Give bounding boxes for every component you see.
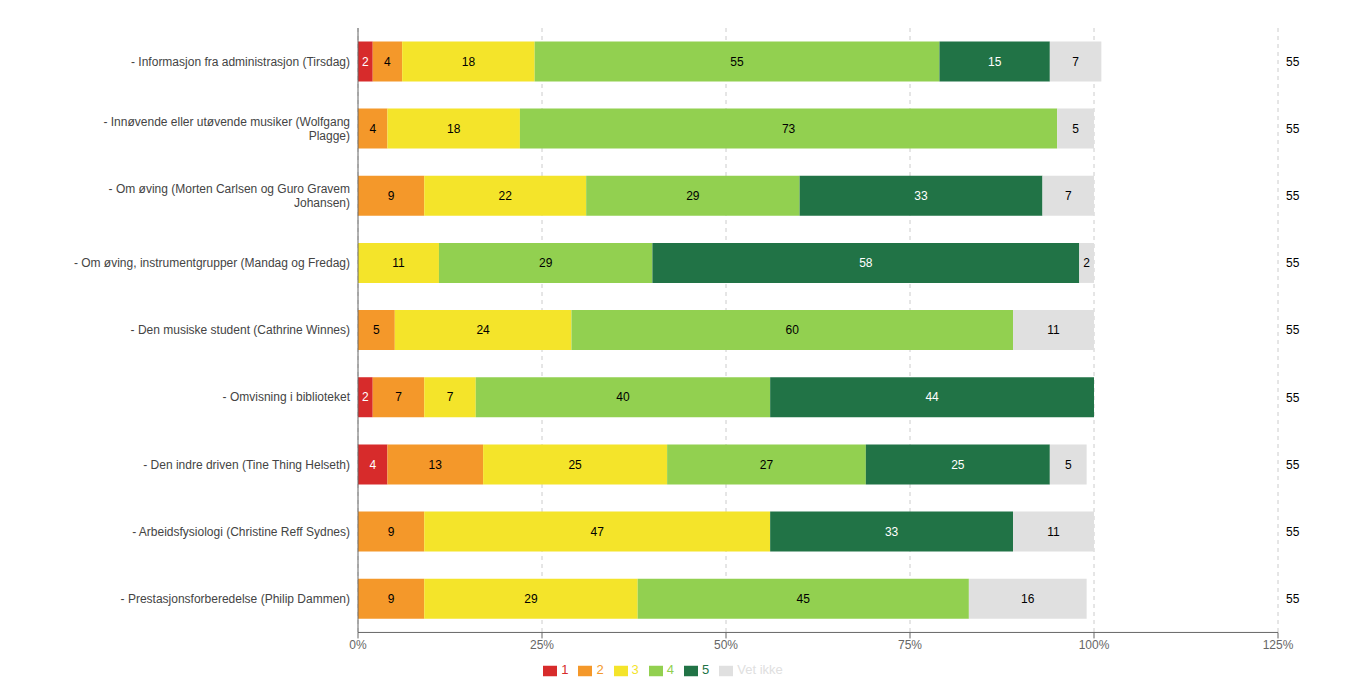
svg-text:55: 55 [1286,525,1300,539]
html-text:3: 3 [631,662,639,678]
html-text:Vet ikke: Vet ikke [737,662,783,678]
svg-text:55: 55 [1286,323,1300,337]
svg-text:0%: 0% [349,638,367,652]
svg-text:29: 29 [686,189,700,203]
svg-text:- Omvisning i biblioteket: - Omvisning i biblioteket [223,390,351,404]
svg-text:100%: 100% [1079,638,1110,652]
svg-text:5: 5 [1065,458,1072,472]
svg-text:33: 33 [885,525,899,539]
svg-text:13: 13 [429,458,443,472]
svg-text:25: 25 [951,458,965,472]
svg-text:29: 29 [524,592,538,606]
svg-text:4: 4 [369,458,376,472]
svg-text:15: 15 [988,55,1002,69]
svg-text:22: 22 [499,189,513,203]
svg-text:25%: 25% [530,638,554,652]
svg-text:2: 2 [362,390,369,404]
svg-text:55: 55 [1286,458,1300,472]
svg-text:4: 4 [369,122,376,136]
svg-text:24: 24 [476,323,490,337]
svg-text:16: 16 [1021,592,1035,606]
svg-text:55: 55 [1286,189,1300,203]
svg-text:9: 9 [388,189,395,203]
svg-text:4: 4 [384,55,391,69]
svg-text:50%: 50% [714,638,738,652]
svg-text:5: 5 [1072,122,1079,136]
svg-text:75%: 75% [898,638,922,652]
svg-text:55: 55 [1286,256,1300,270]
html-text:4: 4 [666,662,675,678]
svg-text:11: 11 [1047,323,1060,337]
svg-text:- Den indre driven (Tine Thing: - Den indre driven (Tine Thing Helseth) [143,458,350,472]
svg-text:7: 7 [1065,189,1072,203]
svg-text:73: 73 [782,122,796,136]
svg-text:9: 9 [388,592,395,606]
svg-text:60: 60 [786,323,800,337]
svg-text:7: 7 [1072,55,1079,69]
svg-text:- Informasjon fra administrasj: - Informasjon fra administrasjon (Tirsda… [131,55,350,69]
svg-text:11: 11 [1047,525,1060,539]
svg-text:- Arbeidsfysiologi (Christine: - Arbeidsfysiologi (Christine Reff Sydne… [132,525,350,539]
svg-text:18: 18 [462,55,476,69]
svg-text:7: 7 [395,390,402,404]
html-text:5: 5 [702,662,710,678]
svg-text:- Prestasjonsforberedelse (Phi: - Prestasjonsforberedelse (Philip Dammen… [121,592,350,606]
svg-text:25: 25 [568,458,582,472]
svg-text:58: 58 [859,256,873,270]
svg-text:40: 40 [616,390,630,404]
svg-text:27: 27 [760,458,774,472]
svg-text:55: 55 [1286,592,1300,606]
svg-text:18: 18 [447,122,461,136]
html-text:2: 2 [596,662,604,678]
svg-text:- Om øving (Morten Carlsen og: - Om øving (Morten Carlsen og Guro Grave… [109,182,350,210]
svg-text:2: 2 [1083,256,1090,270]
svg-text:- Innøvende eller utøvende mus: - Innøvende eller utøvende musiker (Wolf… [103,115,350,143]
svg-text:55: 55 [1286,391,1300,405]
svg-text:55: 55 [1286,55,1300,69]
svg-text:125%: 125% [1263,638,1294,652]
svg-text:11: 11 [392,256,405,270]
svg-text:33: 33 [914,189,928,203]
svg-text:55: 55 [730,55,744,69]
svg-text:44: 44 [925,390,939,404]
svg-text:9: 9 [388,525,395,539]
svg-text:55: 55 [1286,122,1300,136]
svg-text:29: 29 [539,256,553,270]
html-text:1: 1 [561,662,569,678]
svg-text:45: 45 [797,592,811,606]
svg-text:47: 47 [591,525,605,539]
svg-text:- Om øving, instrumentgrupper: - Om øving, instrumentgrupper (Mandag og… [74,256,350,270]
svg-text:- Den musiske student (Cathrin: - Den musiske student (Cathrine Winnes) [131,323,350,337]
svg-text:5: 5 [373,323,380,337]
svg-text:2: 2 [362,55,369,69]
svg-text:7: 7 [447,390,454,404]
